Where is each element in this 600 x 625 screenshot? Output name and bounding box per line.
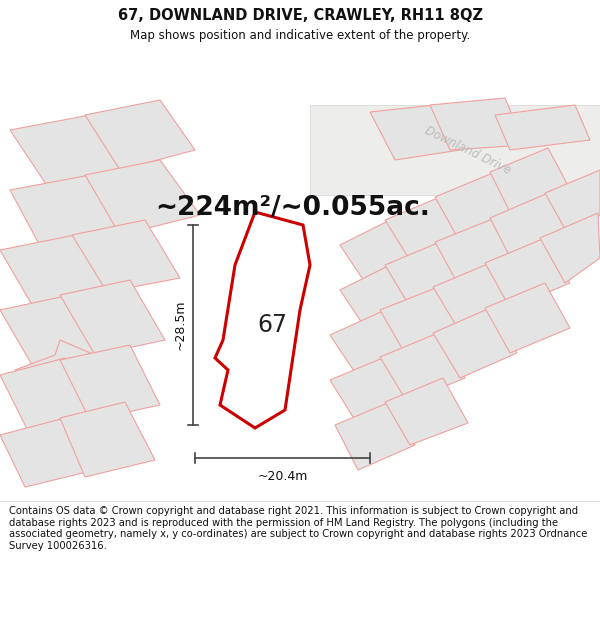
Text: 67: 67 xyxy=(257,313,287,337)
Polygon shape xyxy=(60,345,160,420)
Polygon shape xyxy=(330,310,415,380)
Polygon shape xyxy=(370,105,460,160)
Polygon shape xyxy=(490,193,572,263)
Polygon shape xyxy=(430,98,525,150)
Polygon shape xyxy=(0,295,105,370)
Text: ~28.5m: ~28.5m xyxy=(173,300,187,350)
Polygon shape xyxy=(85,100,195,170)
Polygon shape xyxy=(0,418,95,487)
Polygon shape xyxy=(435,172,520,242)
Polygon shape xyxy=(60,280,165,355)
Text: ~20.4m: ~20.4m xyxy=(257,470,308,483)
Polygon shape xyxy=(485,238,570,308)
Polygon shape xyxy=(435,218,520,288)
Polygon shape xyxy=(0,358,98,435)
Polygon shape xyxy=(60,402,155,477)
Polygon shape xyxy=(10,175,130,255)
Polygon shape xyxy=(15,340,95,395)
Polygon shape xyxy=(340,220,420,290)
Polygon shape xyxy=(72,220,180,292)
Polygon shape xyxy=(0,235,110,310)
Text: Map shows position and indicative extent of the property.: Map shows position and indicative extent… xyxy=(130,29,470,42)
Polygon shape xyxy=(85,160,200,235)
Polygon shape xyxy=(490,148,572,218)
Text: ~224m²/~0.055ac.: ~224m²/~0.055ac. xyxy=(155,195,430,221)
Polygon shape xyxy=(10,115,130,190)
Text: Contains OS data © Crown copyright and database right 2021. This information is : Contains OS data © Crown copyright and d… xyxy=(9,506,587,551)
Polygon shape xyxy=(385,242,468,312)
Polygon shape xyxy=(385,197,468,265)
Polygon shape xyxy=(215,212,310,428)
Polygon shape xyxy=(380,287,465,357)
Polygon shape xyxy=(433,263,517,332)
Text: Downland Drive: Downland Drive xyxy=(423,124,513,176)
Polygon shape xyxy=(330,357,413,425)
Polygon shape xyxy=(310,105,600,195)
Polygon shape xyxy=(540,213,600,283)
Polygon shape xyxy=(340,265,420,335)
Text: 67, DOWNLAND DRIVE, CRAWLEY, RH11 8QZ: 67, DOWNLAND DRIVE, CRAWLEY, RH11 8QZ xyxy=(118,8,482,22)
Polygon shape xyxy=(335,402,415,470)
Polygon shape xyxy=(545,170,600,238)
Polygon shape xyxy=(485,283,570,353)
Polygon shape xyxy=(433,308,517,378)
Polygon shape xyxy=(385,378,468,445)
Polygon shape xyxy=(380,333,465,402)
Polygon shape xyxy=(495,105,590,150)
